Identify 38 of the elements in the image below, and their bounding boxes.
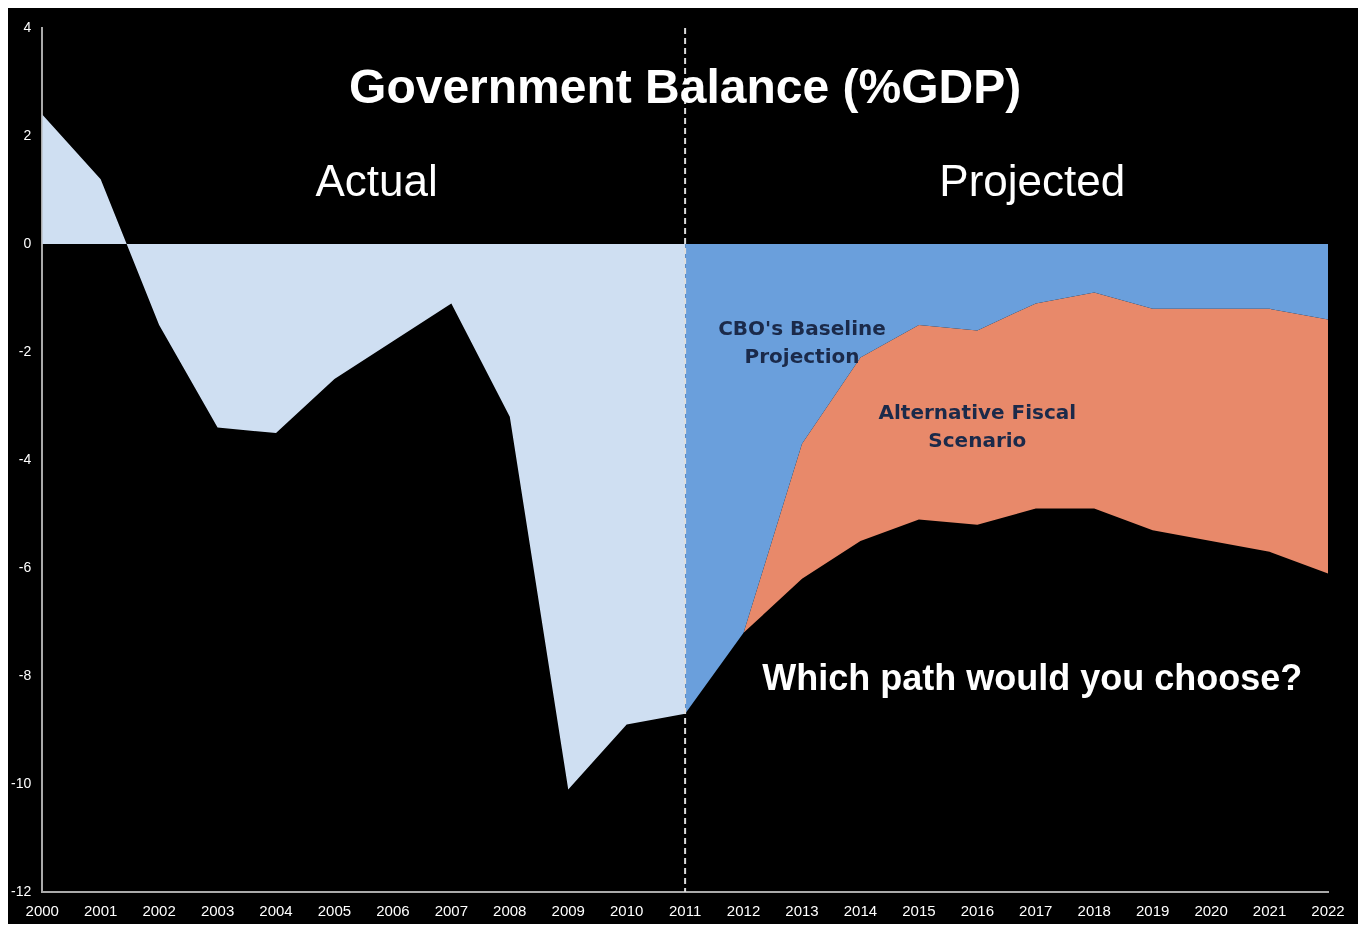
- series-label: CBO's Baseline Projection: [718, 316, 886, 369]
- x-tick-label: 2000: [25, 902, 59, 920]
- x-tick-label: 2010: [609, 902, 644, 920]
- x-tick-label: 2019: [1135, 902, 1170, 920]
- x-tick-label: 2001: [83, 902, 118, 920]
- x-tick-label: 2007: [434, 902, 469, 920]
- y-tick-label: -4: [18, 450, 32, 467]
- x-tick-label: 2021: [1252, 902, 1287, 920]
- x-tick-label: 2017: [1019, 902, 1053, 920]
- annotation: Projected: [939, 155, 1126, 205]
- x-tick-label: 2011: [668, 902, 702, 920]
- y-tick-label: -2: [18, 342, 32, 359]
- annotation: Actual: [315, 155, 438, 205]
- series-label: Alternative Fiscal Scenario: [878, 399, 1077, 452]
- x-tick-label: 2006: [376, 902, 410, 920]
- y-tick-label: 2: [23, 126, 32, 143]
- x-tick-label: 2009: [551, 902, 585, 920]
- x-tick-label: 2005: [317, 902, 352, 920]
- x-tick-label: 2016: [960, 902, 995, 920]
- annotation: Which path would you choose?: [762, 657, 1303, 699]
- x-tick-label: 2022: [1311, 902, 1345, 920]
- y-tick-label: -12: [11, 882, 32, 899]
- x-tick-label: 2013: [785, 902, 819, 920]
- y-tick-label: -10: [11, 774, 32, 791]
- y-tick-label: 0: [23, 234, 32, 251]
- x-tick-label: 2002: [142, 902, 176, 920]
- x-tick-label: 2014: [843, 902, 878, 920]
- x-tick-label: 2020: [1194, 902, 1228, 920]
- y-tick-label: -8: [18, 666, 32, 683]
- x-tick-label: 2008: [493, 902, 527, 920]
- x-tick-label: 2018: [1077, 902, 1111, 920]
- x-tick-label: 2004: [259, 902, 293, 920]
- x-tick-label: 2012: [726, 902, 761, 920]
- y-tick-label: 4: [23, 18, 32, 35]
- x-tick-label: 2003: [200, 902, 235, 920]
- text: Government Balance (%GDP): [349, 60, 1022, 114]
- x-tick-label: 2015: [902, 902, 936, 920]
- y-tick-label: -6: [18, 558, 32, 575]
